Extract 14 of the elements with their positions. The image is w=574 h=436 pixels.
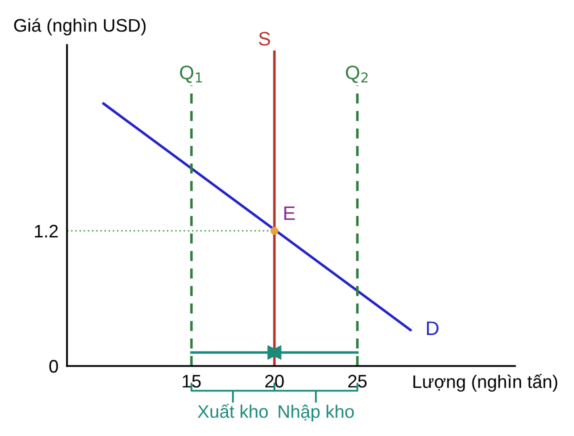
- x-tick-label: 15: [182, 374, 201, 388]
- y-tick-label: 1.2: [34, 224, 58, 238]
- x-axis-title: Lượng (nghìn tấn): [413, 374, 558, 392]
- series-label: D: [426, 322, 439, 335]
- annotation: E: [284, 206, 295, 220]
- text: Xuất kho: [198, 404, 268, 418]
- y-axis-title: Giá (nghìn USD): [14, 18, 146, 36]
- x-tick-label: 25: [348, 374, 367, 388]
- series-label: Q$_{1}$: [180, 66, 202, 83]
- series-label: Q$_{2}$: [346, 66, 368, 83]
- x-tick-label: 20: [265, 374, 284, 388]
- text: Nhập kho: [278, 404, 354, 422]
- series-label: S: [258, 32, 270, 46]
- y-tick-label: 0: [49, 360, 58, 373]
